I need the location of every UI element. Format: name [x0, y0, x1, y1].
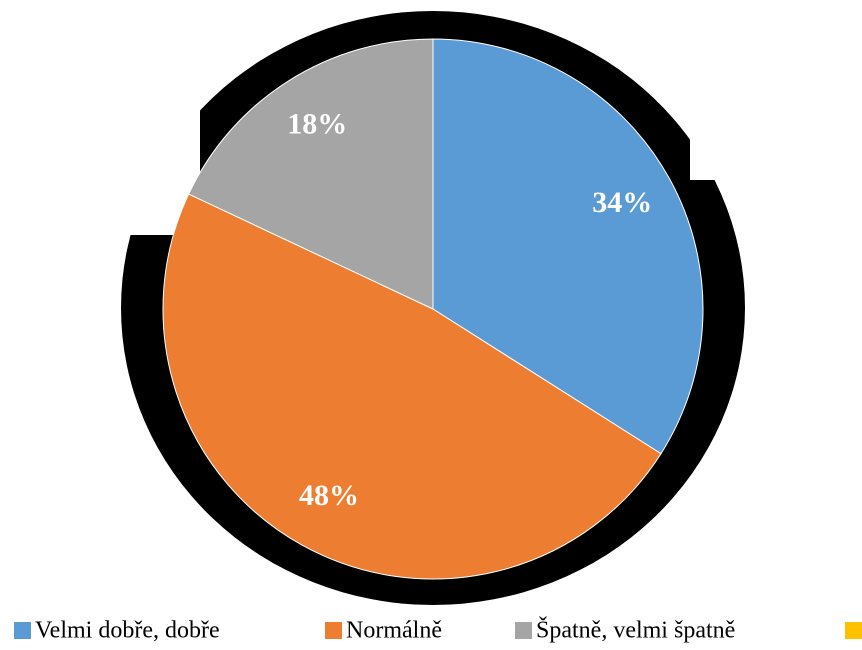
- shadow-gap: [110, 0, 200, 235]
- data-label: 18%: [287, 108, 347, 141]
- data-label: 48%: [299, 479, 359, 512]
- data-label: 34%: [592, 186, 652, 219]
- pie-slice: [432, 38, 704, 455]
- legend-swatch: [14, 622, 31, 639]
- shadow-gap: [690, 0, 770, 180]
- legend-label: Velmi dobře, dobře: [35, 618, 220, 644]
- pie: 34% 48% 18%: [162, 38, 704, 580]
- legend-swatch: [845, 622, 862, 639]
- legend-swatch: [515, 622, 532, 639]
- legend: Velmi dobře, dobře Normálně Špatně, velmi …: [14, 617, 735, 644]
- legend-label: Normálně: [346, 618, 442, 644]
- pie-slice: [162, 193, 662, 580]
- pie-slice: [188, 38, 434, 310]
- legend-label: Špatně, velmi špatně: [536, 617, 735, 644]
- legend-swatch: [325, 622, 342, 639]
